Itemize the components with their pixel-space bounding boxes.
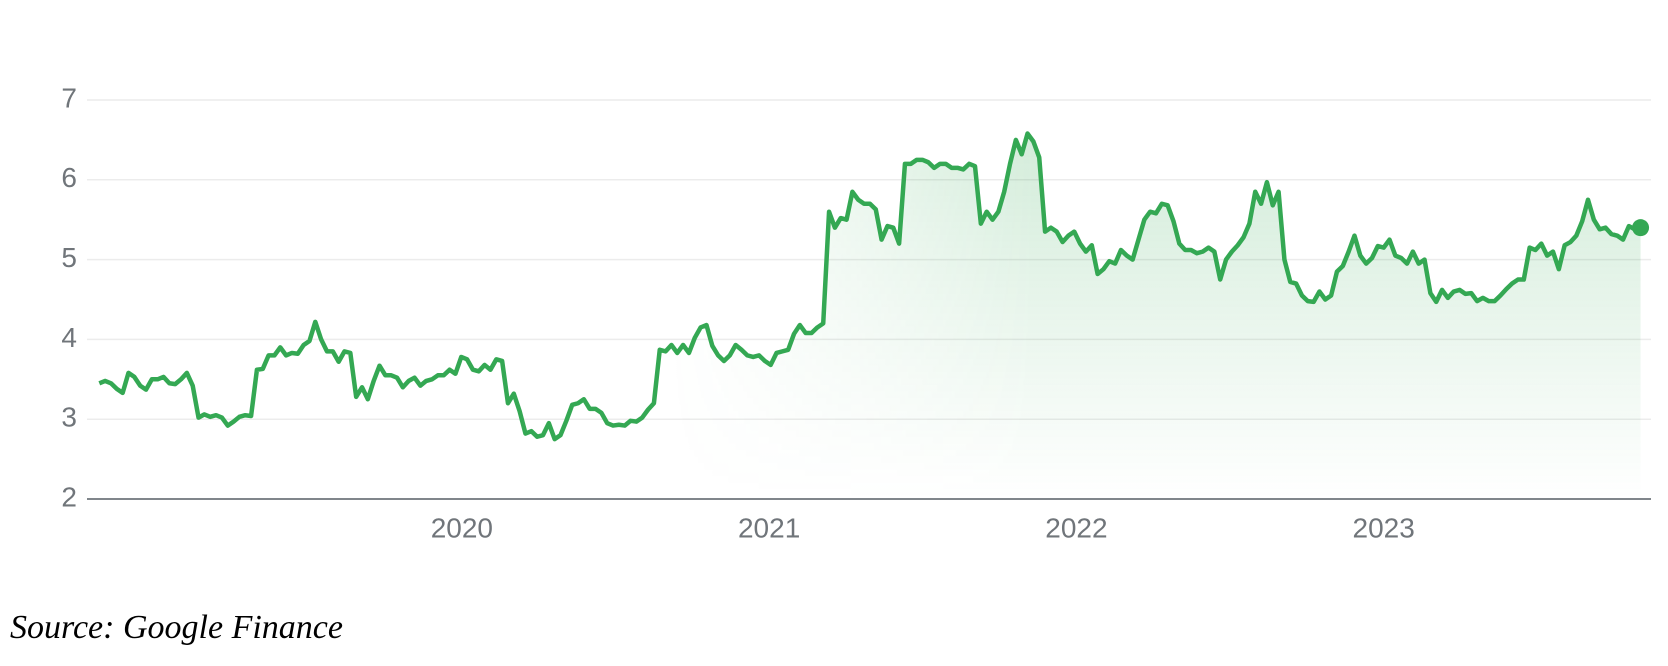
x-tick-label: 2020 — [431, 512, 493, 543]
y-tick-label: 4 — [61, 322, 77, 353]
y-tick-label: 2 — [61, 481, 77, 512]
last-point — [1632, 219, 1650, 237]
y-tick-label: 5 — [61, 242, 77, 273]
source-note: Source: Google Finance — [10, 609, 343, 646]
x-tick-label: 2023 — [1353, 512, 1415, 543]
x-tick-label: 2021 — [738, 512, 800, 543]
plot-area — [98, 131, 1650, 499]
y-tick-label: 7 — [61, 82, 77, 113]
y-tick-label: 3 — [61, 402, 77, 433]
y-tick-label: 6 — [61, 162, 77, 193]
area — [99, 133, 1641, 499]
x-tick-label: 2022 — [1045, 512, 1107, 543]
price-line — [98, 131, 1642, 442]
